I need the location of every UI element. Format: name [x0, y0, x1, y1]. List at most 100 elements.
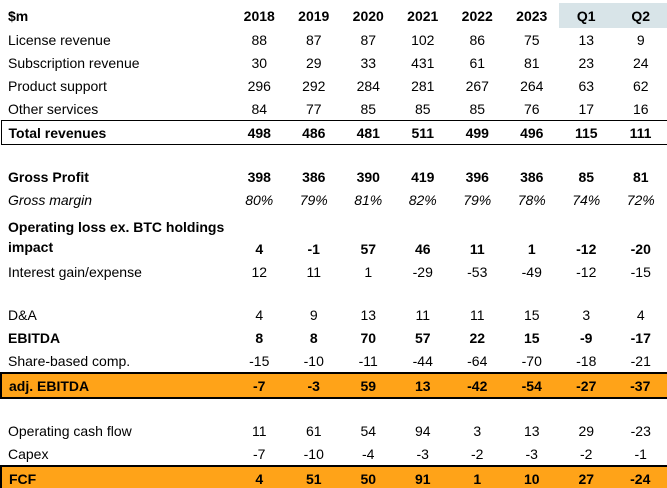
value-cell: 390 [356, 168, 380, 185]
value-cell: 54 [360, 422, 377, 439]
value-cell: 13 [395, 372, 450, 399]
row-label: Capex [8, 445, 49, 462]
table-row-subscription-revenue: Subscription revenue 30 29 33 431 61 81 23 24 [1, 51, 667, 74]
table-body: License revenue 88 87 87 102 86 75 13 9 Subscript… [0, 28, 667, 488]
value-cell: 85 [578, 168, 595, 185]
value-cell: 431 [411, 54, 435, 71]
table-row-other-services: Other services 84 77 85 85 85 76 17 16 [1, 97, 667, 121]
value-cell: 57 [414, 329, 431, 346]
value-cell: 15 [523, 306, 540, 323]
table-row-product-support: Product support 296 292 284 281 267 264 63 62 [1, 74, 667, 97]
table-row-gross-profit: Gross Profit 398 386 390 419 396 386 85 81 [1, 165, 667, 188]
value-cell: -27 [559, 372, 614, 399]
table-row-gross-margin: Gross margin 80% 79% 81% 82% 79% 78% 74% 72% [1, 188, 667, 211]
row-label: FCF [0, 465, 232, 488]
row-label: D&A [8, 306, 37, 323]
value-cell: 481 [341, 120, 396, 145]
value-cell: -42 [450, 372, 505, 399]
value-cell: 85 [414, 100, 431, 117]
value-cell: 396 [465, 168, 489, 185]
value-cell: 8 [309, 329, 318, 346]
value-cell: 79% [463, 191, 492, 208]
value-cell: 61 [469, 54, 486, 71]
value-cell: -7 [253, 445, 266, 462]
value-cell: 9 [636, 31, 645, 48]
value-cell: 115 [559, 120, 614, 145]
value-cell: -4 [362, 445, 375, 462]
value-cell: 8 [255, 329, 264, 346]
column-header-2020: 2020 [352, 7, 384, 24]
table-row-share-based-comp: Share-based comp. -15 -10 -11 -44 -64 -70 -18 -2… [1, 349, 667, 373]
table-row-ebitda: EBITDA 8 8 70 57 22 15 -9 -17 [1, 326, 667, 349]
value-cell: 419 [411, 168, 435, 185]
spacer-row [1, 398, 667, 419]
column-header-2021: 2021 [407, 7, 439, 24]
value-cell: -11 [358, 352, 378, 369]
column-header-2023: 2023 [516, 7, 548, 24]
value-cell: 24 [632, 54, 649, 71]
value-cell: 87 [360, 31, 377, 48]
value-cell: 22 [469, 329, 486, 346]
spacer-cell [1, 145, 667, 166]
value-cell: 12 [251, 263, 268, 280]
value-cell: 61 [305, 422, 322, 439]
value-cell: -18 [576, 352, 597, 369]
table-row-license-revenue: License revenue 88 87 87 102 86 75 13 9 [1, 28, 667, 51]
value-cell: 11 [251, 422, 267, 439]
value-cell: -37 [613, 372, 667, 399]
row-label: Product support [8, 77, 107, 94]
value-cell: 13 [578, 31, 595, 48]
table-row-operating-cash-flow: Operating cash flow 11 61 54 94 3 13 29 -23 [1, 419, 667, 442]
value-cell: 486 [286, 120, 341, 145]
value-cell: 57 [360, 241, 377, 257]
table-row-adj-ebitda: adj. EBITDA -7 -3 59 13 -42 -54 -27 -37 [0, 372, 667, 399]
table-row-total-revenues: Total revenues 498 486 481 511 499 496 115 111 [0, 120, 667, 145]
value-cell: 11 [415, 306, 431, 323]
spacer-cell [1, 398, 667, 419]
value-cell: 398 [247, 168, 271, 185]
value-cell: -15 [630, 263, 651, 280]
value-cell: 17 [578, 100, 595, 117]
value-cell: 29 [578, 422, 595, 439]
column-header-q2: Q2 [613, 3, 667, 28]
value-cell: -9 [580, 329, 593, 346]
value-cell: -70 [521, 352, 542, 369]
value-cell: -3 [286, 372, 341, 399]
unit-label: $m [8, 7, 29, 24]
value-cell: 11 [469, 306, 485, 323]
value-cell: -64 [467, 352, 488, 369]
value-cell: 91 [395, 465, 450, 488]
value-cell: 102 [411, 31, 435, 48]
table-row-operating-loss-ex-btc-holdings-impact: Operating loss ex. BTC holdings impact 4 -… [1, 211, 667, 260]
table-row-d-a: D&A 4 9 13 11 11 15 3 4 [1, 303, 667, 326]
value-cell: 4 [636, 306, 645, 323]
value-cell: -20 [630, 241, 651, 257]
value-cell: 498 [232, 120, 287, 145]
value-cell: -54 [504, 372, 559, 399]
value-cell: 16 [632, 100, 649, 117]
value-cell: 78% [517, 191, 546, 208]
value-cell: 13 [360, 306, 377, 323]
value-cell: 81 [632, 168, 649, 185]
row-label: Other services [8, 100, 99, 117]
value-cell: -53 [467, 263, 488, 280]
value-cell: 386 [520, 168, 544, 185]
value-cell: 85 [469, 100, 486, 117]
value-cell: -1 [634, 445, 647, 462]
table-row-interest-gain-expense: Interest gain/expense 12 11 1 -29 -53 -49 -12 -1… [1, 260, 667, 283]
value-cell: 59 [341, 372, 396, 399]
row-label: Gross Profit [8, 168, 89, 185]
value-cell: 4 [255, 306, 264, 323]
value-cell: 111 [613, 120, 667, 145]
value-cell: 29 [305, 54, 322, 71]
value-cell: 10 [504, 465, 559, 488]
value-cell: 3 [473, 422, 482, 439]
column-header-2018: 2018 [243, 7, 275, 24]
value-cell: -10 [303, 445, 324, 462]
row-label: Operating cash flow [8, 422, 132, 439]
value-cell: -44 [412, 352, 433, 369]
row-label: Operating loss ex. BTC holdings impact [8, 219, 225, 255]
row-label: Share-based comp. [8, 352, 131, 369]
value-cell: 4 [255, 241, 264, 257]
